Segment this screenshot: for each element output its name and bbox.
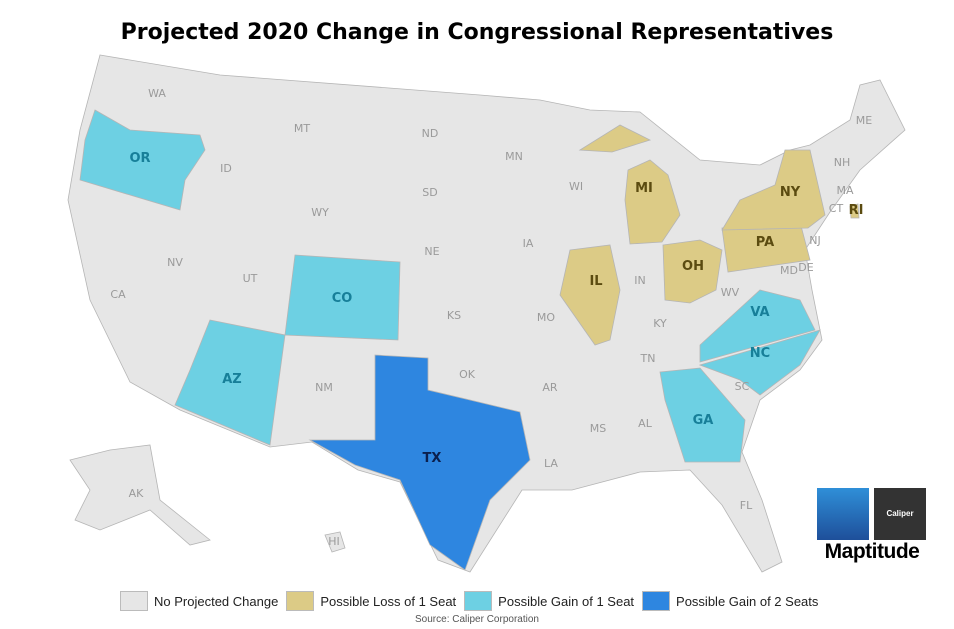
state-il: [559, 244, 621, 346]
state-label-il: IL: [589, 274, 602, 289]
state-label-tx: TX: [423, 451, 442, 466]
state-label-de: DE: [798, 261, 813, 274]
state-label-ma: MA: [836, 184, 853, 197]
state-label-fl: FL: [740, 499, 753, 512]
state-label-ri: RI: [849, 203, 864, 218]
state-ri: [849, 203, 860, 219]
state-label-mt: MT: [294, 122, 310, 135]
state-or: [79, 109, 206, 211]
state-mi-upper: [578, 124, 652, 153]
map-title: Projected 2020 Change in Congressional R…: [120, 20, 834, 45]
state-label-la: LA: [544, 457, 558, 470]
legend-label: Possible Gain of 2 Seats: [676, 593, 819, 609]
state-label-nh: NH: [834, 156, 851, 169]
state-label-or: OR: [129, 151, 150, 166]
globe-head-icon: [817, 488, 869, 540]
state-label-nc: NC: [750, 346, 770, 361]
state-label-ga: GA: [693, 413, 714, 428]
state-ga: [659, 367, 746, 463]
state-label-wi: WI: [569, 180, 583, 193]
state-label-nd: ND: [422, 127, 439, 140]
state-label-ms: MS: [590, 422, 606, 435]
state-va: [699, 289, 816, 363]
state-label-ak: AK: [129, 487, 145, 500]
source-note: Source: Caliper Corporation: [415, 614, 539, 625]
legend-item-gain2: Possible Gain of 2 Seats: [642, 591, 818, 611]
maptitude-wordmark: Maptitude: [824, 540, 920, 563]
legend-item-loss1: Possible Loss of 1 Seat: [286, 591, 456, 611]
state-label-co: CO: [332, 291, 353, 306]
hawaii-shape: [324, 531, 346, 553]
legend-swatch: [642, 591, 671, 611]
state-label-sc: SC: [735, 380, 750, 393]
state-label-ne: NE: [424, 245, 439, 258]
state-label-nv: NV: [167, 256, 183, 269]
alaska-shape: [69, 444, 211, 546]
legend-label: Possible Gain of 1 Seat: [498, 593, 635, 609]
state-label-ok: OK: [459, 368, 476, 381]
state-label-ar: AR: [542, 381, 558, 394]
state-label-oh: OH: [682, 259, 704, 274]
state-mi: [624, 159, 681, 245]
state-label-ia: IA: [523, 237, 534, 250]
state-label-ny: NY: [780, 185, 801, 200]
state-label-ks: KS: [447, 309, 461, 322]
state-label-wy: WY: [311, 206, 329, 219]
state-ny: [721, 149, 826, 231]
state-label-in: IN: [634, 274, 645, 287]
state-label-sd: SD: [422, 186, 437, 199]
legend-item-none: No Projected Change: [120, 591, 278, 611]
legend-swatch: [286, 591, 315, 611]
state-label-md: MD: [780, 264, 798, 277]
state-label-mn: MN: [505, 150, 523, 163]
state-label-mi: MI: [635, 181, 653, 196]
state-label-ky: KY: [653, 317, 667, 330]
state-label-nm: NM: [315, 381, 333, 394]
legend-item-gain1: Possible Gain of 1 Seat: [464, 591, 634, 611]
state-label-ct: CT: [829, 202, 844, 215]
state-label-nj: NJ: [809, 234, 820, 247]
legend-label: No Projected Change: [154, 593, 279, 609]
state-nc: [698, 329, 821, 396]
state-label-wa: WA: [148, 87, 166, 100]
state-label-me: ME: [856, 114, 872, 127]
legend-swatch: [464, 591, 493, 611]
state-label-ca: CA: [110, 288, 126, 301]
state-label-mo: MO: [537, 311, 555, 324]
caliper-logo: Caliper: [874, 488, 926, 540]
legend: No Projected Change Possible Loss of 1 Se…: [120, 591, 826, 611]
state-tx: [308, 354, 531, 571]
state-label-az: AZ: [222, 372, 242, 387]
state-label-id: ID: [220, 162, 232, 175]
state-az: [174, 319, 286, 446]
state-oh: [662, 239, 723, 304]
state-label-al: AL: [638, 417, 653, 430]
state-co: [284, 254, 401, 341]
legend-label: Possible Loss of 1 Seat: [320, 593, 457, 609]
state-label-va: VA: [750, 305, 769, 320]
legend-swatch: [120, 591, 148, 611]
state-label-wv: WV: [721, 286, 740, 299]
state-label-pa: PA: [756, 235, 774, 250]
state-label-tn: TN: [640, 352, 656, 365]
state-label-hi: HI: [328, 535, 340, 548]
state-label-ut: UT: [243, 272, 258, 285]
